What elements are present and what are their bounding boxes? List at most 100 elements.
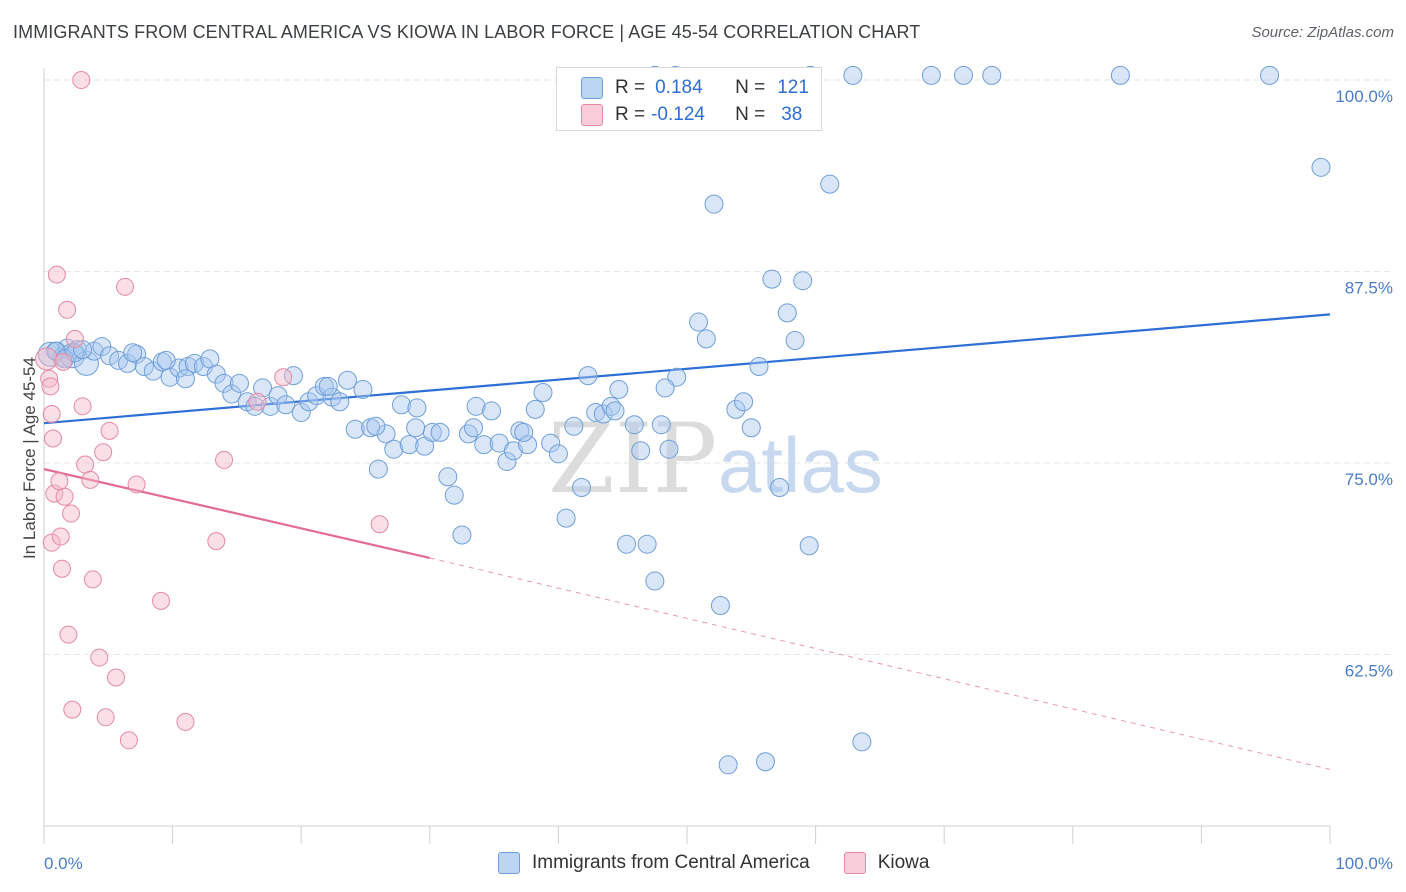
data-point-kiowa [42, 533, 61, 552]
data-point-central-america [820, 174, 840, 194]
x-tick-label: 100.0% [1335, 854, 1393, 873]
data-point-kiowa [62, 504, 81, 523]
data-point-central-america [718, 755, 738, 775]
data-point-kiowa [59, 625, 78, 644]
y-tick-label: 75.0% [1345, 470, 1393, 489]
data-point-kiowa [55, 487, 74, 506]
data-point-central-america [749, 356, 769, 376]
data-point-kiowa [50, 472, 69, 491]
data-point-central-america [1110, 65, 1130, 85]
data-point-central-america [755, 752, 775, 772]
data-point-central-america [578, 366, 598, 386]
data-point-central-america [229, 373, 249, 393]
data-point-central-america [777, 303, 797, 323]
data-point-kiowa [94, 443, 113, 462]
data-point-kiowa [370, 515, 389, 534]
data-point-central-america [1260, 65, 1280, 85]
legend-swatch-blue [581, 77, 603, 99]
data-point-kiowa [274, 368, 293, 387]
trend-line-kiowa-extension [429, 557, 1331, 770]
data-point-central-america [392, 395, 412, 415]
data-point-central-america [645, 571, 665, 591]
data-point-central-america [245, 396, 265, 416]
data-point-kiowa [47, 265, 66, 284]
data-point-kiowa [73, 397, 92, 416]
chart-title: IMMIGRANTS FROM CENTRAL AMERICA VS KIOWA… [13, 22, 921, 42]
data-point-kiowa [207, 532, 226, 551]
data-point-central-america [452, 525, 472, 545]
legend-swatch-pink [581, 104, 603, 126]
data-point-central-america [564, 416, 584, 436]
data-point-central-america [444, 485, 464, 505]
data-point-kiowa [107, 668, 126, 687]
bottom-legend-swatch-pink [843, 852, 866, 874]
data-point-central-america [624, 415, 644, 435]
data-point-central-america [134, 356, 154, 376]
data-point-central-america [318, 376, 338, 396]
data-point-kiowa [51, 527, 70, 546]
data-point-kiowa [40, 369, 59, 388]
x-tick-label: 0.0% [44, 854, 83, 873]
axes [43, 68, 1331, 844]
legend-n-label: N = [735, 104, 766, 125]
data-point-central-america [651, 415, 671, 435]
data-point-kiowa [248, 392, 267, 411]
data-point-central-america [407, 398, 427, 418]
bottom-legend-label: Immigrants from Central America [532, 852, 810, 873]
bottom-legend-central-america: Immigrants from Central America [498, 852, 810, 874]
data-point-central-america [384, 439, 404, 459]
data-point-central-america [345, 419, 365, 439]
data-point-central-america [406, 418, 426, 438]
data-point-central-america [214, 373, 234, 393]
data-point-central-america [464, 418, 484, 438]
data-point-central-america [741, 418, 761, 438]
tick-labels: 62.5% 75.0% 87.5% 100.0% 0.0% 100.0% [44, 87, 1393, 873]
data-point-kiowa [81, 470, 100, 489]
data-point-kiowa [44, 429, 63, 448]
bottom-legend-swatch-blue [498, 852, 520, 874]
data-point-kiowa [119, 731, 138, 750]
data-point-central-america [710, 595, 730, 615]
data-point-kiowa [176, 712, 195, 731]
data-point-central-america [593, 404, 613, 424]
bottom-legend: Immigrants from Central America Kiowa [498, 852, 963, 874]
data-point-central-america [525, 399, 545, 419]
data-point-central-america [655, 378, 675, 398]
data-point-central-america [430, 422, 450, 442]
watermark-atlas: atlas [718, 421, 883, 509]
legend-r-value: -0.124 [651, 104, 705, 125]
data-point-central-america [337, 370, 357, 390]
data-point-central-america [222, 384, 242, 404]
bottom-legend-kiowa: Kiowa [843, 852, 929, 874]
data-point-central-america [100, 346, 120, 366]
data-point-central-america [503, 441, 523, 461]
data-point-central-america [637, 534, 657, 554]
data-point-kiowa [96, 708, 115, 727]
data-point-kiowa [35, 347, 59, 371]
legend-n-value: 38 [781, 104, 803, 125]
trend-line-kiowa [43, 468, 431, 560]
data-point-kiowa [127, 475, 146, 494]
data-point-kiowa [65, 329, 84, 348]
data-point-central-america [852, 732, 872, 752]
series-kiowa-points [35, 71, 389, 750]
data-point-central-america [793, 271, 813, 291]
data-point-central-america [67, 340, 87, 360]
data-point-kiowa [90, 648, 109, 667]
data-point-central-america [438, 467, 458, 487]
y-tick-label: 87.5% [1345, 279, 1393, 298]
data-point-central-america [921, 65, 941, 85]
data-point-central-america [399, 435, 419, 455]
data-point-central-america [156, 350, 176, 370]
trend-line-central-america [43, 313, 1331, 425]
data-point-central-america [548, 444, 568, 464]
data-point-central-america [704, 194, 724, 214]
data-point-kiowa [72, 71, 91, 89]
data-point-central-america [458, 424, 478, 444]
data-point-kiowa [58, 300, 77, 319]
data-point-kiowa [41, 377, 60, 396]
data-point-kiowa [83, 570, 102, 589]
data-point-central-america [482, 401, 502, 421]
data-point-central-america [799, 536, 819, 556]
data-point-central-america [785, 330, 805, 350]
